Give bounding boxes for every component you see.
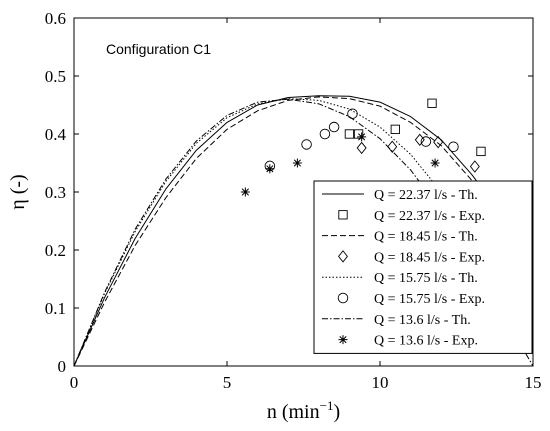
x-axis-label-close: ) <box>333 401 340 423</box>
data-point-circle <box>448 141 459 153</box>
series-2 <box>344 98 486 157</box>
data-point-diamond <box>387 140 398 153</box>
x-tick-label: 10 <box>372 373 389 392</box>
series-5 <box>73 98 534 367</box>
data-point-asterisk <box>292 158 302 168</box>
y-tick-label: 0.6 <box>45 9 66 28</box>
series-3 <box>73 96 534 367</box>
legend-label: Q = 13.6 l/s - Exp. <box>374 334 478 349</box>
legend-entry: Q = 18.45 l/s - Exp. <box>338 250 485 265</box>
data-point-diamond <box>433 135 444 149</box>
series-1 <box>73 95 534 367</box>
legend-items: Q = 22.37 l/s - Th. Q = 22.37 l/s - Exp. Q… <box>322 188 485 349</box>
legend-label: Q = 18.45 l/s - Th. <box>374 230 478 245</box>
y-tick-label: 0.4 <box>45 125 67 144</box>
legend-entry: Q = 18.45 l/s - Th. <box>322 230 478 245</box>
y-tick-label: 0.1 <box>45 299 66 318</box>
data-point-square <box>344 129 355 139</box>
y-tick-label: 0 <box>58 357 67 376</box>
legend-marker-sample <box>338 210 348 220</box>
series-line <box>73 96 534 367</box>
legend-entry: Q = 13.6 l/s - Exp. <box>338 334 478 349</box>
data-point-square <box>353 129 364 139</box>
series-8 <box>240 132 440 197</box>
data-point-circle <box>420 136 432 147</box>
data-point-diamond <box>356 141 367 155</box>
x-axis-label-main: n (min <box>267 401 320 423</box>
data-point-circle <box>328 121 340 133</box>
data-point-diamond <box>469 160 480 173</box>
legend-label: Q = 18.45 l/s - Exp. <box>374 250 485 265</box>
x-tick-label: 5 <box>223 373 232 392</box>
legend-label: Q = 15.75 l/s - Th. <box>374 271 478 286</box>
x-axis-label-superscript: −1 <box>320 398 334 413</box>
legend-box <box>313 180 533 354</box>
data-point-asterisk <box>265 164 275 174</box>
y-axis-label: η (-) <box>7 174 29 209</box>
data-point-circle <box>319 128 331 140</box>
legend-label: Q = 13.6 l/s - Th. <box>374 313 471 328</box>
data-point-diamond <box>414 133 425 147</box>
data-point-square <box>427 98 437 108</box>
configuration-annotation: Configuration C1 <box>106 41 211 57</box>
legend-entry: Q = 22.37 l/s - Exp. <box>338 209 485 224</box>
legend-marker-sample <box>337 292 349 304</box>
x-tick-label: 0 <box>70 373 79 392</box>
series-4 <box>356 133 480 173</box>
series-line <box>73 95 534 367</box>
data-point-circle <box>347 108 358 119</box>
legend: Q = 22.37 l/s - Th. Q = 22.37 l/s - Exp. Q… <box>313 180 533 354</box>
legend-marker-sample <box>338 335 348 345</box>
legend-label: Q = 22.37 l/s - Exp. <box>374 209 485 224</box>
data-point-square <box>476 146 486 157</box>
legend-entry: Q = 22.37 l/s - Th. <box>322 188 478 203</box>
data-point-asterisk <box>430 158 440 168</box>
legend-entry: Q = 15.75 l/s - Th. <box>322 271 478 286</box>
legend-entry: Q = 13.6 l/s - Th. <box>322 313 471 328</box>
data-point-asterisk <box>357 132 367 142</box>
data-point-circle <box>301 139 312 150</box>
legend-label: Q = 15.75 l/s - Exp. <box>374 292 485 307</box>
data-point-square <box>390 124 400 135</box>
legend-marker-sample <box>338 250 348 263</box>
y-tick-label: 0.3 <box>45 183 66 202</box>
y-tick-label: 0.5 <box>45 67 66 86</box>
series-line <box>73 98 534 367</box>
y-tick-label: 0.2 <box>45 241 66 260</box>
legend-entry: Q = 15.75 l/s - Exp. <box>337 292 485 307</box>
data-point-asterisk <box>240 187 250 197</box>
ticks-layer: 0 5 10 15 0 0.1 0.2 0.3 0.4 0.5 0.6 <box>45 9 542 392</box>
x-axis-label: n (min−1) <box>267 398 340 423</box>
x-tick-label: 15 <box>525 373 542 392</box>
legend-label: Q = 22.37 l/s - Th. <box>374 188 478 203</box>
